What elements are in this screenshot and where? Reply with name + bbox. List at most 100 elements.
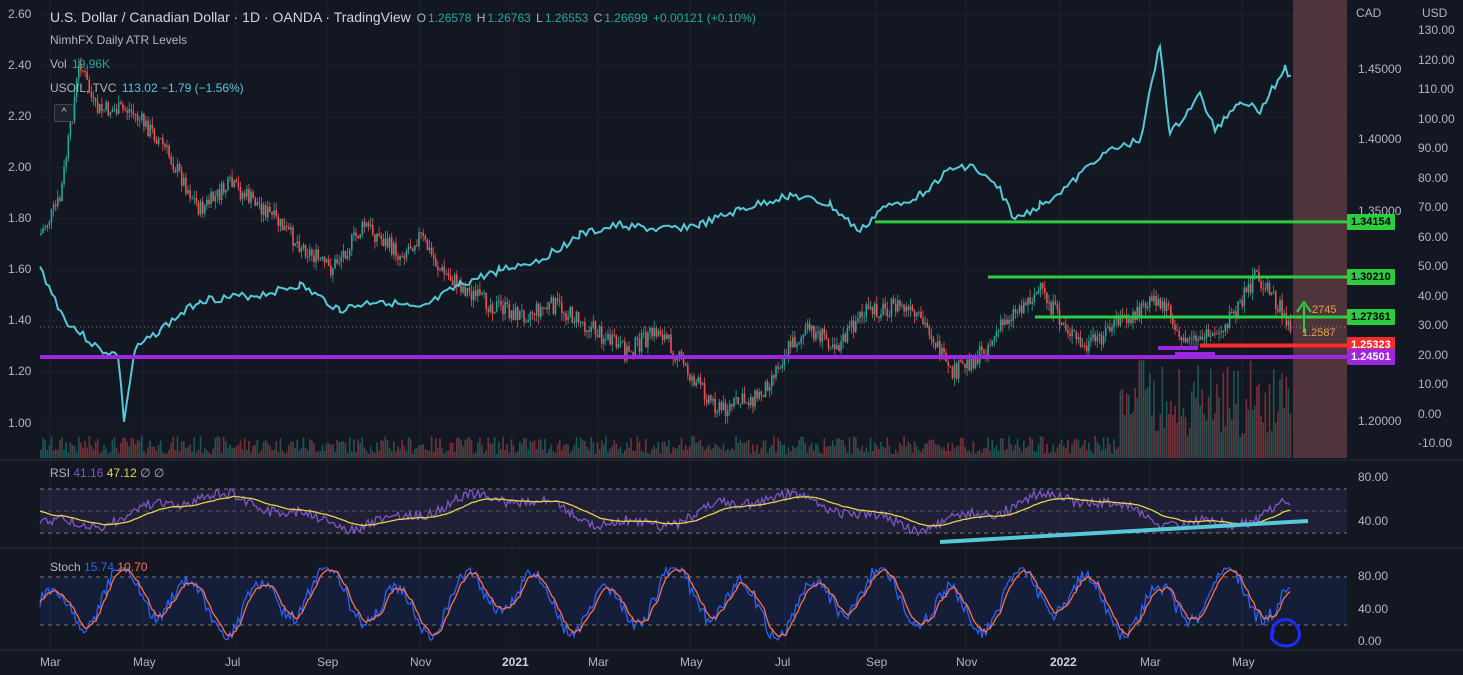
volume-bar <box>659 453 662 458</box>
volume-bar <box>813 450 815 458</box>
candle-body <box>84 70 86 72</box>
candle-body <box>231 177 233 187</box>
volume-bar <box>180 441 183 458</box>
volume-bar <box>531 442 534 458</box>
candle-body <box>374 234 376 242</box>
volume-bar <box>447 450 450 458</box>
volume-bar <box>109 452 112 458</box>
volume-bar <box>1205 420 1208 458</box>
candle-body <box>365 222 368 227</box>
volume-bar <box>1071 444 1073 458</box>
candle-body <box>1153 295 1155 302</box>
volume-bar <box>890 453 893 458</box>
candle-body <box>1233 311 1235 314</box>
volume-bar <box>367 453 370 458</box>
candle-body <box>1125 314 1128 324</box>
volume-bar <box>642 452 645 458</box>
candle-body <box>384 238 387 247</box>
indicator-atr-label[interactable]: NimhFX Daily ATR Levels <box>50 33 188 47</box>
collapse-legend-button[interactable]: ^ <box>54 104 74 122</box>
candle-body <box>1287 320 1290 326</box>
candle-body <box>1096 336 1099 342</box>
candle-body <box>716 411 718 414</box>
candle-body <box>794 337 796 348</box>
volume-bar <box>1283 408 1285 458</box>
volume-bar <box>65 442 67 458</box>
candle-body <box>508 303 511 319</box>
volume-bar <box>1033 450 1036 458</box>
volume-bar <box>943 446 945 458</box>
candle-body <box>521 310 523 312</box>
candle-body <box>657 330 660 337</box>
candle-body <box>206 199 208 206</box>
volume-bar <box>634 450 637 458</box>
candle-body <box>924 322 926 325</box>
candle-body <box>115 109 118 114</box>
volume-bar <box>386 440 389 458</box>
volume-legend[interactable]: Vol 19.96K <box>50 57 111 71</box>
usoil-legend[interactable]: USOIL, TVC 113.02 −1.79 (−1.56%) <box>50 81 244 95</box>
candle-body <box>815 332 817 340</box>
candle-body <box>1226 324 1229 329</box>
volume-bar <box>718 447 721 458</box>
volume-bar <box>687 449 689 458</box>
volume-bar <box>407 437 410 458</box>
symbol-title[interactable]: U.S. Dollar / Canadian Dollar · 1D · OAN… <box>50 9 411 25</box>
candle-body <box>1077 337 1080 340</box>
volume-bar <box>239 440 242 458</box>
volume-bar <box>878 448 880 458</box>
candle-body <box>684 363 687 366</box>
candle-body <box>634 337 637 356</box>
volume-bar <box>1228 408 1231 458</box>
volume-bar <box>857 447 859 458</box>
candle-body <box>546 307 548 309</box>
volume-bar <box>50 436 53 458</box>
volume-bar <box>439 438 441 458</box>
candle-body <box>621 341 624 343</box>
volume-bar <box>418 445 420 458</box>
candle-body <box>615 335 618 348</box>
volume-bar <box>176 436 179 458</box>
candle-body <box>567 316 569 320</box>
volume-bar <box>815 443 817 458</box>
volume-bar <box>533 440 536 458</box>
volume-bar <box>657 441 660 458</box>
candle-body <box>107 102 109 116</box>
candle-body <box>722 402 725 411</box>
volume-bar <box>1153 380 1155 458</box>
volume-bar <box>1197 365 1199 458</box>
volume-bar <box>411 453 414 458</box>
volume-bar <box>741 442 744 458</box>
stoch-legend[interactable]: Stoch 15.74 10.70 <box>50 560 148 574</box>
candle-body <box>1262 288 1264 290</box>
candle-body <box>172 163 175 171</box>
candle-body <box>435 258 437 267</box>
volume-bar <box>1245 399 1248 458</box>
volume-bar <box>699 439 702 458</box>
volume-bar <box>390 451 393 458</box>
candle-body <box>325 259 328 263</box>
candle-body <box>838 345 840 351</box>
candle-body <box>61 183 63 202</box>
volume-bar <box>617 448 620 458</box>
candle-body <box>789 341 792 348</box>
rsi-legend[interactable]: RSI 41.16 47.12 ∅ ∅ <box>50 466 165 480</box>
volume-bar <box>1109 444 1111 458</box>
volume-bar <box>395 451 397 458</box>
rsi-band <box>40 489 1347 533</box>
candle-body <box>1029 297 1031 305</box>
volume-bar <box>344 442 347 458</box>
candle-body <box>756 390 758 399</box>
candle-body <box>588 330 590 332</box>
candle-body <box>111 109 114 113</box>
volume-bar <box>231 447 233 458</box>
candle-body <box>1048 302 1050 304</box>
usd-axis-tick: 90.00 <box>1418 141 1449 155</box>
volume-bar <box>529 441 532 458</box>
volume-bar <box>579 437 582 458</box>
volume-bar <box>798 440 800 458</box>
candle-body <box>894 303 897 312</box>
volume-bar <box>621 453 624 458</box>
volume-bar <box>1004 450 1006 458</box>
